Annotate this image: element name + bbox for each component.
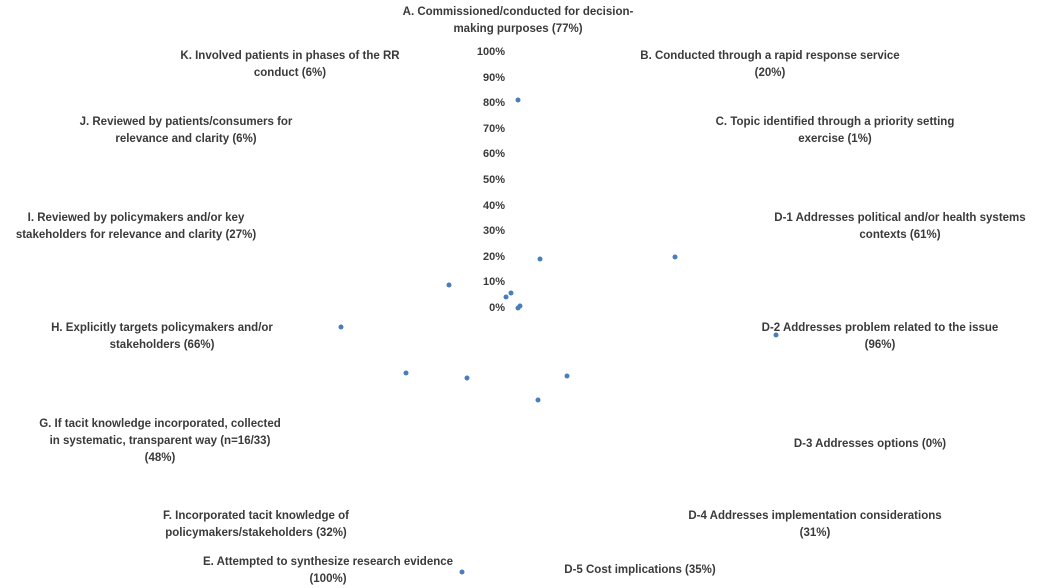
data-point <box>515 305 521 311</box>
category-label: B. Conducted through a rapid response se… <box>640 50 900 79</box>
category-label: D-4 Addresses implementation considerati… <box>688 510 942 539</box>
data-point <box>515 97 521 103</box>
radial-tick-label: 50% <box>482 174 505 186</box>
radial-tick-label: 40% <box>482 199 505 212</box>
data-point <box>464 375 470 381</box>
category-label: A. Commissioned/conducted for decision- … <box>402 6 634 35</box>
data-point <box>503 294 509 300</box>
data-point <box>773 332 779 338</box>
category-label: D-2 Addresses problem related to the iss… <box>761 322 999 351</box>
data-point <box>508 290 514 296</box>
data-point <box>459 569 465 575</box>
radial-tick-label: 80% <box>482 97 505 110</box>
data-point <box>564 373 570 379</box>
data-point <box>446 282 452 288</box>
category-label: D-1 Addresses political and/or health sy… <box>774 212 1026 241</box>
category-label: C. Topic identified through a priority s… <box>715 116 955 145</box>
category-label: F. Incorporated tacit knowledge of polic… <box>163 510 349 539</box>
category-label: D-3 Addresses options (0%) <box>793 438 947 450</box>
radial-tick-label: 0% <box>489 302 505 314</box>
radial-tick-label: 20% <box>482 250 505 263</box>
radial-tick-label: 100% <box>476 46 505 58</box>
data-point <box>338 324 344 330</box>
category-label: H. Explicitly targets policymakers and/o… <box>51 322 273 351</box>
category-label: J. Reviewed by patients/consumers for re… <box>79 116 293 145</box>
radial-tick-label: 60% <box>482 148 505 161</box>
category-label: I. Reviewed by policymakers and/or key s… <box>15 212 257 241</box>
category-label: E. Attempted to synthesize research evid… <box>202 556 454 585</box>
data-point <box>672 254 678 260</box>
radial-tick-label: 10% <box>482 276 505 289</box>
data-point <box>537 256 543 262</box>
data-point <box>535 397 541 403</box>
category-label: K. Involved patients in phases of the RR… <box>180 50 400 79</box>
category-label: D-5 Cost implications (35%) <box>564 564 716 576</box>
radial-tick-label: 90% <box>482 71 505 84</box>
data-point <box>403 370 409 376</box>
radial-tick-label: 30% <box>482 225 505 238</box>
category-label: G. If tacit knowledge incorporated, coll… <box>39 418 281 464</box>
radial-tick-label: 70% <box>482 122 505 135</box>
